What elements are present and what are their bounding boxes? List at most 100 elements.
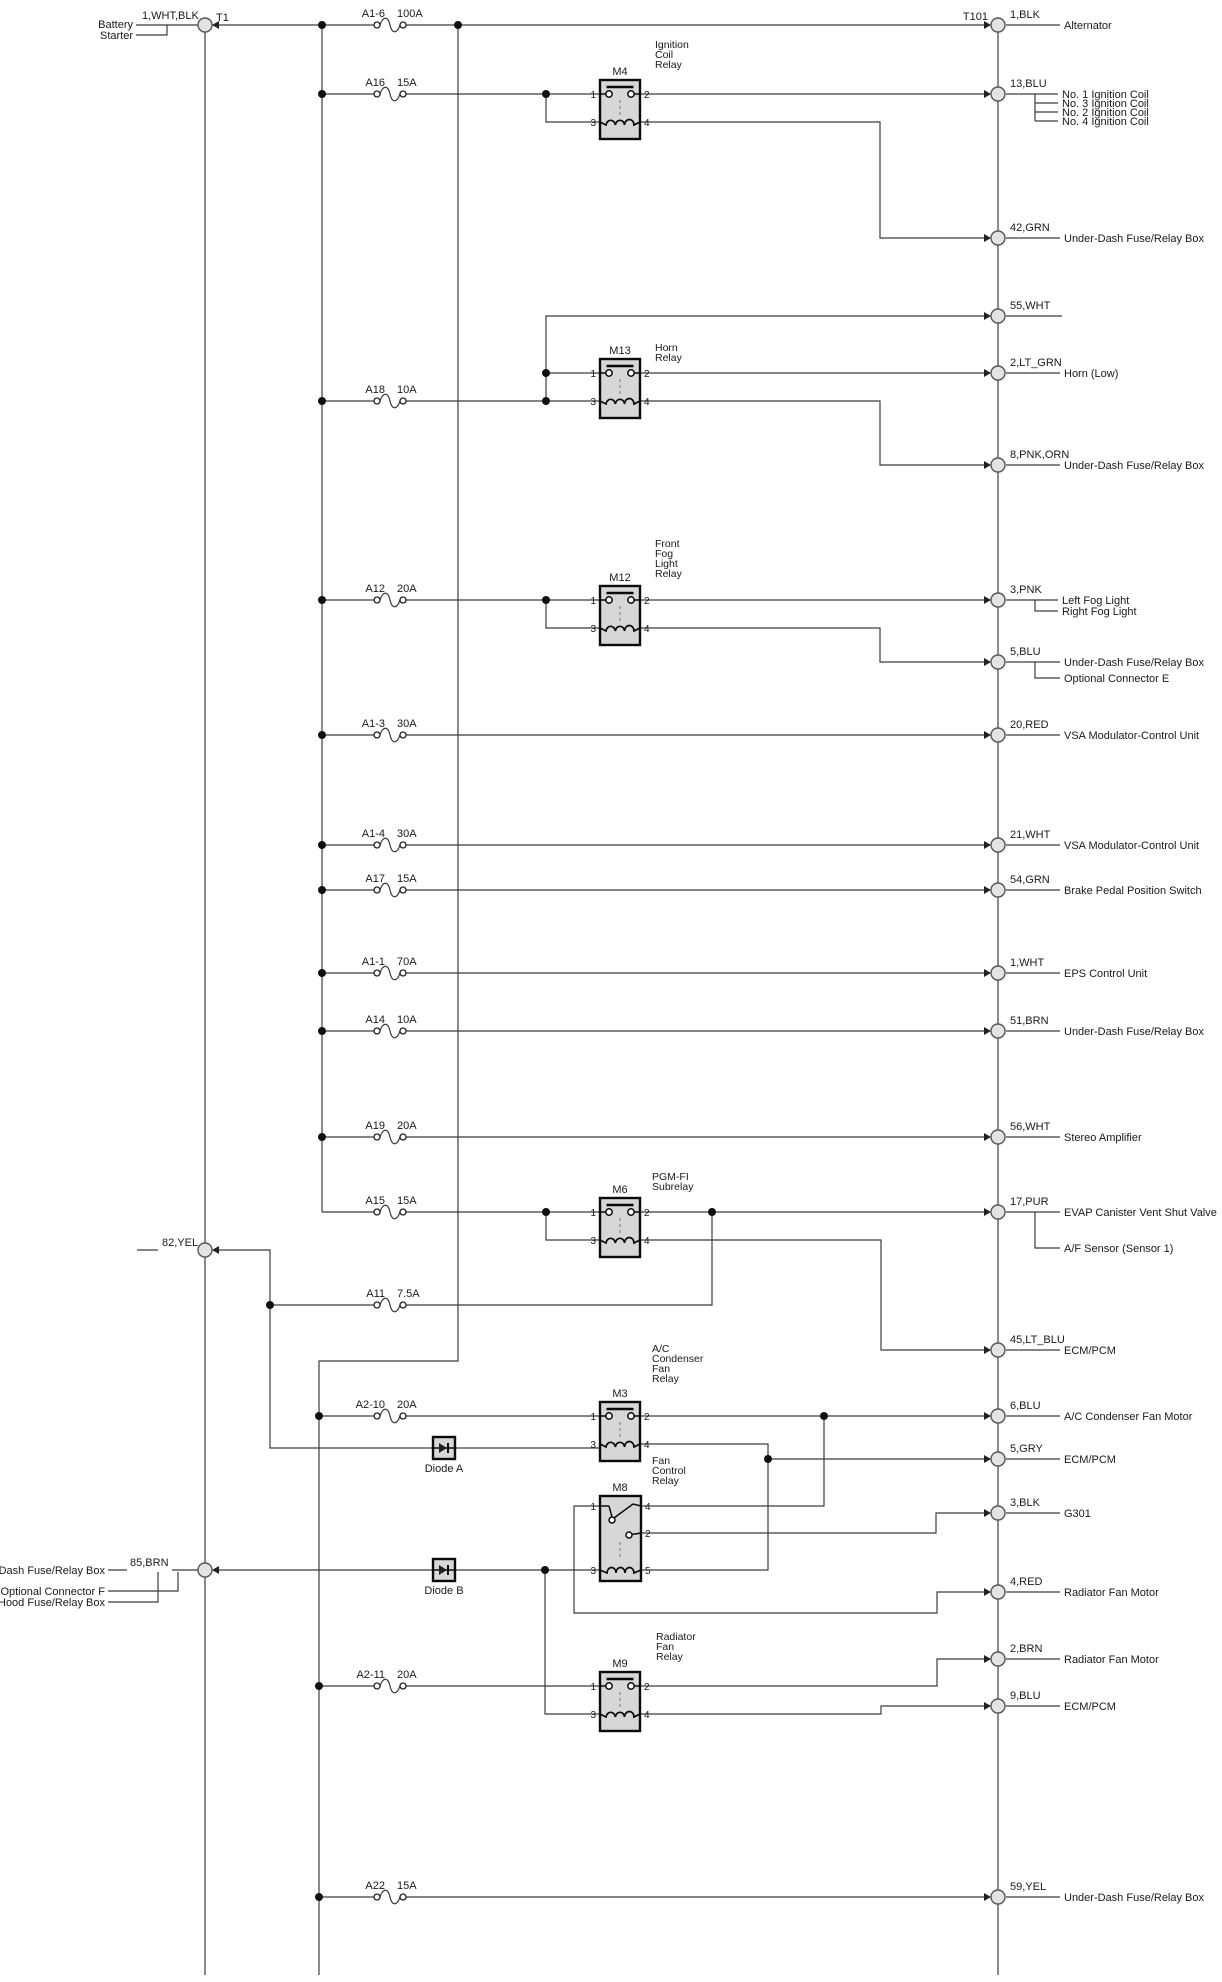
target-label: Radiator Fan Motor: [1064, 1587, 1159, 1599]
relay-name-line: Front: [655, 538, 680, 550]
fuse-rating: 20A: [397, 1399, 417, 1411]
optional-connector-f-label: Optional Connector F: [0, 1586, 105, 1598]
relay-name-line: Fan: [656, 1641, 674, 1653]
junction-dots: [266, 21, 828, 1901]
target-label: VSA Modulator-Control Unit: [1064, 840, 1199, 852]
pin-number: 2: [645, 1529, 651, 1540]
pin-number: 3: [590, 1566, 596, 1577]
target-label: Under-Dash Fuse/Relay Box: [1064, 1892, 1205, 1904]
relay-name-line: Fog: [655, 548, 673, 560]
relay-name-line: Relay: [652, 1373, 680, 1385]
wire-label-82YEL: 82,YEL: [162, 1237, 198, 1249]
wire-label: 51,BRN: [1010, 1015, 1049, 1027]
target-label: Under-Dash Fuse/Relay Box: [1064, 1026, 1205, 1038]
relay-id: M3: [612, 1388, 627, 1400]
relay-name-line: Ignition: [655, 39, 689, 51]
relay-id: M8: [612, 1482, 627, 1494]
fuse-rating: 15A: [397, 77, 417, 89]
pin-number: 2: [644, 1682, 650, 1693]
relay-id: M12: [609, 572, 630, 584]
fuse-rating: 20A: [397, 583, 417, 595]
target-label: VSA Modulator-Control Unit: [1064, 730, 1199, 742]
target-label: No. 2 Ignition Coil: [1062, 107, 1149, 119]
wire-label: 17,PUR: [1010, 1196, 1049, 1208]
relay-name-line: Fan: [652, 1455, 670, 1467]
relay-name-line: A/C: [652, 1343, 670, 1355]
target-label: No. 1 Ignition Coil: [1062, 89, 1149, 101]
relay-id: M9: [612, 1658, 627, 1670]
wire-label: 4,RED: [1010, 1576, 1042, 1588]
diode-b-label: Diode B: [424, 1585, 463, 1597]
pin-number: 3: [590, 1440, 596, 1451]
wire-label: 2,BRN: [1010, 1643, 1042, 1655]
pin-number: 1: [590, 1208, 596, 1219]
fuse-rating: 20A: [397, 1120, 417, 1132]
fuse-rating: 15A: [397, 1880, 417, 1892]
wire-label: 1,WHT: [1010, 957, 1045, 969]
vsa-brake-eps-wires: [322, 734, 984, 1138]
wire-label: 21,WHT: [1010, 829, 1051, 841]
fuse-id: A2-10: [356, 1399, 385, 1411]
fuse-id: A19: [365, 1120, 385, 1132]
pin-number: 4: [644, 1440, 650, 1451]
wire-label: 3,BLK: [1010, 1497, 1041, 1509]
pin-number: 1: [590, 90, 596, 101]
target-label: ECM/PCM: [1064, 1345, 1116, 1357]
target-label: Horn (Low): [1064, 368, 1118, 380]
fuse-rating: 30A: [397, 718, 417, 730]
fuse-rating: 15A: [397, 1195, 417, 1207]
fuse-id: A1-6: [362, 8, 385, 20]
brn85-wires: [108, 1569, 600, 1715]
wire-label: 2,LT_GRN: [1010, 357, 1062, 369]
fuse-id: A17: [365, 873, 385, 885]
fuse-rating: 10A: [397, 1014, 417, 1026]
pin-number: 1: [590, 369, 596, 380]
pin-number: 1: [590, 1412, 596, 1423]
terminal-T101-label: T101: [963, 11, 988, 23]
fuse-rating: 70A: [397, 956, 417, 968]
relay-M9: [598, 1670, 642, 1733]
relay-name-line: Control: [652, 1465, 686, 1477]
relay-name-line: Coil: [655, 49, 673, 61]
connector-85BRN: [197, 1562, 220, 1578]
wire-label: 5,BLU: [1010, 646, 1041, 658]
fuse-id: A16: [365, 77, 385, 89]
fuse-id: A12: [365, 583, 385, 595]
fan-control-relay-wires: [573, 1416, 984, 1614]
relay-name-line: Horn: [655, 342, 678, 354]
target-label: Radiator Fan Motor: [1064, 1654, 1159, 1666]
target-label: EPS Control Unit: [1064, 968, 1147, 980]
fuse-rating: 30A: [397, 828, 417, 840]
target-label: ECM/PCM: [1064, 1454, 1116, 1466]
fuse-rating: 7.5A: [397, 1288, 420, 1300]
wire-label: 1,BLK: [1010, 9, 1041, 21]
battery-feed-wires: [136, 24, 984, 36]
pin-number: 3: [590, 1710, 596, 1721]
fuse-id: A22: [365, 1880, 385, 1892]
wire-label: 3,PNK: [1010, 584, 1042, 596]
target-label: Brake Pedal Position Switch: [1064, 885, 1202, 897]
wire-label: 5,GRY: [1010, 1443, 1043, 1455]
fuse-rating: 10A: [397, 384, 417, 396]
relay-name-line: Relay: [655, 352, 683, 364]
fuse-rating: 100A: [397, 8, 423, 20]
ac-condenser-fan-relay-wires: [319, 1415, 984, 1460]
diode-B-symbol: [431, 1557, 457, 1583]
target-label: No. 3 Ignition Coil: [1062, 98, 1149, 110]
right-boundary-connectors: [983, 17, 1006, 1905]
battery-wire-label: 1,WHT,BLK: [142, 10, 200, 22]
connector-82YEL: [197, 1242, 220, 1258]
relay-name-line: PGM-FI: [652, 1171, 689, 1183]
pin-number: 1: [590, 1502, 596, 1513]
target-label: Left Fog Light: [1062, 595, 1129, 607]
relay-name-line: Condenser: [652, 1353, 704, 1365]
wire-label: 42,GRN: [1010, 222, 1050, 234]
pin-number: 5: [645, 1566, 651, 1577]
target-label: EVAP Canister Vent Shut Valve: [1064, 1207, 1217, 1219]
radiator-fan-relay-wires: [319, 1658, 984, 1715]
horn-relay-wires: [322, 315, 984, 466]
relay-name-line: Relay: [655, 59, 683, 71]
target-label: Alternator: [1064, 20, 1112, 32]
